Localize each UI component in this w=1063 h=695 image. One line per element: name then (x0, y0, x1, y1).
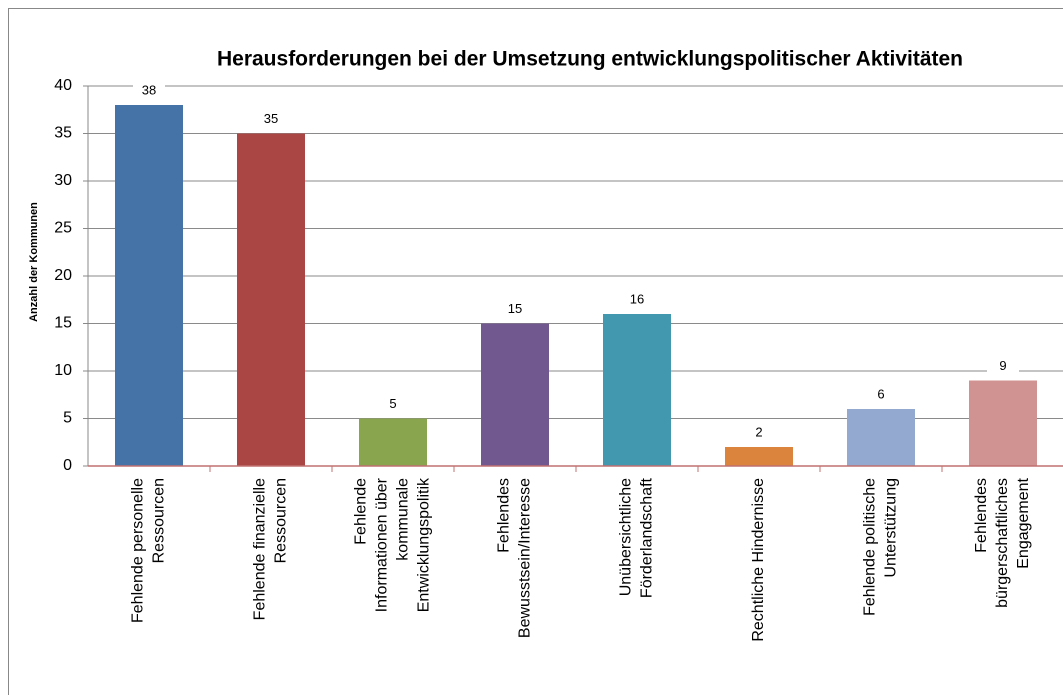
y-tick-label: 15 (54, 315, 72, 332)
x-tick-label: Fehlende Informationen über kommunale Entwi… (353, 477, 433, 612)
x-tick-label: Fehlende finanzielle Ressourcen (252, 478, 290, 620)
value-label-bg (865, 387, 897, 403)
bar (603, 314, 671, 466)
x-tick-label-line: Bewusstsein/Interesse (517, 478, 534, 638)
value-label: 38 (142, 82, 156, 97)
x-tick-label: Fehlende personelle Ressourcen (130, 478, 168, 623)
x-tick-label: Fehlendes Bewusstsein/Interesse (496, 478, 534, 638)
value-label: 5 (389, 396, 396, 411)
x-tick-label-line: Fehlende (353, 478, 370, 545)
value-label: 2 (755, 424, 762, 439)
value-label-bg (987, 358, 1019, 375)
y-tick-label: 0 (63, 457, 72, 474)
value-label: 16 (630, 291, 644, 306)
bar (115, 105, 183, 466)
x-tick-label-line: Fehlende personelle (130, 478, 147, 623)
y-tick-label: 35 (54, 125, 72, 142)
y-tick-label: 5 (63, 410, 72, 427)
x-tick-label: Fehlende politische Unterstützung (862, 478, 900, 616)
x-tick-label-line: Förderlandschaft (639, 477, 656, 598)
bar (359, 418, 427, 466)
y-tick-label: 25 (54, 220, 72, 237)
x-tick-label: Unübersichtliche Förderlandschaft (618, 477, 656, 598)
x-tick-label: Rechtliche Hindernisse (750, 478, 767, 642)
x-tick-label-line: Fehlende finanzielle (252, 478, 269, 620)
y-tick-label: 30 (54, 172, 72, 189)
bar (847, 409, 915, 466)
chart-title: Herausforderungen bei der Umsetzung entw… (217, 48, 963, 71)
x-tick-label-line: Entwicklungspolitik (416, 477, 433, 612)
x-tick-label-line: Unterstützung (883, 478, 900, 578)
value-label: 35 (264, 111, 278, 126)
value-label-bg (499, 301, 531, 318)
x-tick-label-line: Fehlendes (496, 478, 513, 553)
value-label-bg (377, 396, 409, 413)
x-tick-label-line: Ressourcen (151, 478, 168, 563)
x-tick-label-line: Rechtliche Hindernisse (750, 478, 767, 642)
x-tick-label-line: bürgerschaftliches (994, 478, 1011, 608)
x-tick-label-line: Ressourcen (273, 478, 290, 563)
value-label: 6 (877, 386, 884, 401)
y-tick-label: 10 (54, 362, 72, 379)
bar (725, 447, 793, 466)
value-label-bg (133, 83, 165, 99)
value-label: 9 (999, 358, 1006, 373)
x-tick-label: Fehlendes bürgerschaftliches Engagement (973, 477, 1032, 607)
y-tick-label: 40 (54, 77, 72, 94)
x-tick-label-line: Fehlende politische (862, 478, 879, 616)
x-tick-label-line: Informationen über (374, 477, 391, 612)
y-axis-label: Anzahl der Kommunen (28, 202, 40, 322)
x-tick-label-line: kommunale (395, 478, 412, 561)
value-label-bg (621, 292, 653, 308)
x-tick-label-line: Unübersichtliche (618, 478, 635, 596)
bar (237, 133, 305, 466)
value-label-bg (255, 111, 287, 128)
bar (969, 380, 1037, 466)
y-tick-label: 20 (54, 267, 72, 284)
bar (481, 323, 549, 466)
value-label: 15 (508, 301, 522, 316)
x-tick-label-line: Fehlendes (973, 478, 990, 553)
value-label-bg (743, 425, 775, 441)
x-tick-label-line: Engagement (1015, 477, 1032, 568)
